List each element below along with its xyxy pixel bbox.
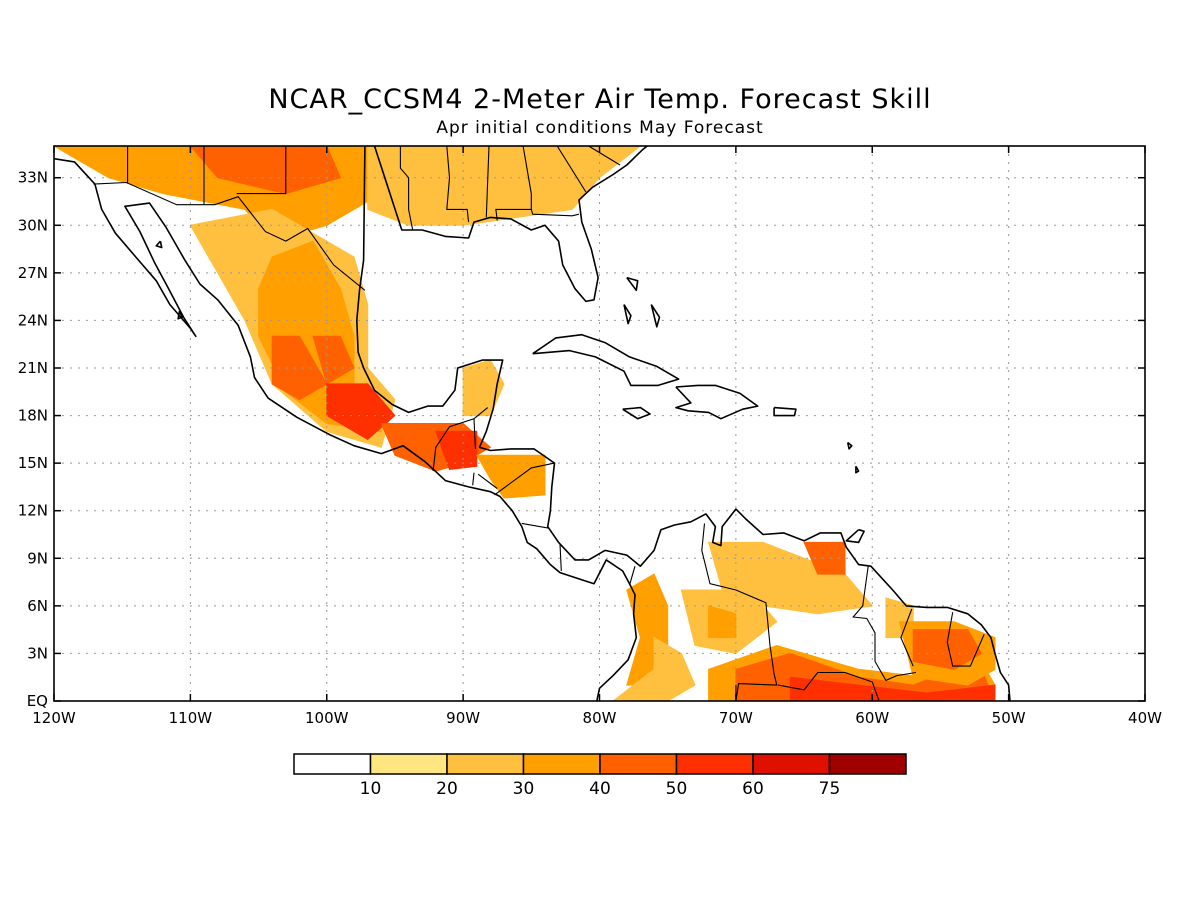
coastline-9 bbox=[623, 304, 632, 325]
lon-label-110W: 110W bbox=[169, 709, 213, 727]
border-5 bbox=[494, 462, 555, 496]
skill-region-11 bbox=[475, 454, 546, 499]
coastline-7 bbox=[845, 528, 865, 544]
border-22 bbox=[530, 209, 580, 217]
lat-label-9N: 9N bbox=[27, 549, 48, 567]
lon-label-60W: 60W bbox=[855, 709, 889, 727]
coastline-3 bbox=[532, 333, 680, 387]
border-20 bbox=[485, 146, 490, 218]
colorbar-swatch-4 bbox=[599, 753, 678, 775]
colorbar-swatch-3 bbox=[522, 753, 601, 775]
colorbar-swatch-0 bbox=[293, 753, 372, 775]
coastline-4 bbox=[675, 384, 759, 420]
border-24 bbox=[588, 146, 621, 166]
skill-region-23 bbox=[912, 629, 983, 670]
lat-label-EQ: EQ bbox=[27, 692, 48, 710]
border-7 bbox=[559, 543, 562, 572]
coastline-2 bbox=[373, 146, 648, 303]
skill-region-1 bbox=[367, 146, 642, 226]
longitude-labels: 120W 110W 100W 90W 80W 70W 60W 50W 40W bbox=[32, 709, 1162, 727]
lat-label-15N: 15N bbox=[18, 454, 48, 472]
lat-label-6N: 6N bbox=[27, 597, 48, 615]
lon-label-100W: 100W bbox=[305, 709, 349, 727]
lat-label-12N: 12N bbox=[18, 502, 48, 520]
border-1 bbox=[432, 417, 476, 472]
lon-label-90W: 90W bbox=[446, 709, 480, 727]
colorbar-label-60: 60 bbox=[742, 779, 764, 799]
border-9 bbox=[701, 523, 778, 701]
colorbar-swatch-5 bbox=[675, 753, 754, 775]
coastlines bbox=[54, 146, 1011, 701]
lat-label-33N: 33N bbox=[18, 169, 48, 187]
coastline-14 bbox=[155, 240, 163, 249]
border-13 bbox=[778, 671, 880, 701]
border-4 bbox=[477, 473, 498, 489]
lon-label-50W: 50W bbox=[992, 709, 1026, 727]
coastline-13 bbox=[177, 310, 183, 320]
colorbar-labels: 10 20 30 40 50 60 75 bbox=[360, 779, 841, 799]
colorbar-label-20: 20 bbox=[436, 779, 458, 799]
coastline-6 bbox=[773, 406, 797, 417]
lat-label-30N: 30N bbox=[18, 216, 48, 234]
border-23 bbox=[556, 146, 587, 193]
lat-label-21N: 21N bbox=[18, 359, 48, 377]
border-8 bbox=[628, 566, 636, 586]
colorbar-label-50: 50 bbox=[666, 779, 688, 799]
border-3 bbox=[472, 472, 475, 486]
border-10 bbox=[852, 566, 916, 682]
border-2 bbox=[473, 407, 489, 420]
skill-region-9 bbox=[435, 430, 478, 471]
coastline-8 bbox=[626, 276, 639, 292]
coastline-5 bbox=[622, 406, 651, 420]
skill-shading-layer bbox=[54, 146, 996, 701]
colorbar bbox=[293, 753, 907, 775]
map-title: NCAR_CCSM4 2-Meter Air Temp. Forecast Sk… bbox=[268, 84, 932, 115]
border-19 bbox=[446, 146, 470, 223]
colorbar-swatch-1 bbox=[369, 753, 448, 775]
skill-region-21 bbox=[789, 676, 996, 701]
coastline-11 bbox=[846, 441, 853, 450]
skill-region-17 bbox=[803, 541, 846, 575]
colorbar-label-30: 30 bbox=[513, 779, 535, 799]
skill-region-2 bbox=[189, 146, 342, 195]
lat-label-18N: 18N bbox=[18, 407, 48, 425]
border-11 bbox=[900, 608, 914, 667]
lat-label-24N: 24N bbox=[18, 311, 48, 329]
skill-region-5 bbox=[271, 335, 328, 401]
coastline-0 bbox=[54, 157, 638, 701]
skill-region-15 bbox=[708, 605, 737, 639]
gridlines bbox=[54, 146, 1145, 701]
colorbar-swatch-7 bbox=[828, 753, 907, 775]
colorbar-swatch-2 bbox=[446, 753, 525, 775]
lat-label-3N: 3N bbox=[27, 644, 48, 662]
political-borders bbox=[93, 146, 985, 701]
coastline-10 bbox=[650, 304, 661, 328]
border-0 bbox=[93, 181, 366, 291]
border-17 bbox=[236, 146, 287, 195]
colorbar-swatch-6 bbox=[752, 753, 831, 775]
lon-label-40W: 40W bbox=[1128, 709, 1162, 727]
axis-ticks bbox=[53, 146, 1146, 702]
skill-region-6 bbox=[312, 335, 355, 385]
lon-label-120W: 120W bbox=[32, 709, 76, 727]
skill-region-13 bbox=[612, 636, 696, 701]
border-18 bbox=[399, 146, 414, 231]
colorbar-label-10: 10 bbox=[360, 779, 382, 799]
border-6 bbox=[521, 522, 550, 529]
map-subtitle: Apr initial conditions May Forecast bbox=[436, 118, 764, 138]
latitude-labels: EQ 3N 6N 9N 12N 15N 18N 21N 24N 27N 30N 33N bbox=[18, 169, 48, 710]
coastline-1 bbox=[355, 146, 1011, 701]
colorbar-label-75: 75 bbox=[819, 779, 841, 799]
lat-label-27N: 27N bbox=[18, 264, 48, 282]
border-12 bbox=[946, 612, 985, 667]
coastline-12 bbox=[855, 465, 860, 474]
lon-label-80W: 80W bbox=[583, 709, 617, 727]
lon-label-70W: 70W bbox=[719, 709, 753, 727]
colorbar-label-40: 40 bbox=[589, 779, 611, 799]
